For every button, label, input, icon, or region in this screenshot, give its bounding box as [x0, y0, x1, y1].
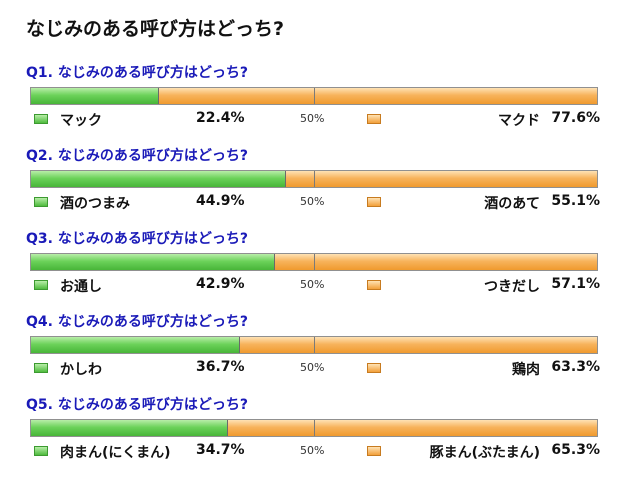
legend-swatch-left — [34, 197, 48, 207]
label-right: つきだし — [484, 279, 540, 295]
stacked-bar — [30, 419, 598, 437]
question-title: Q4. なじみのある呼び方はどっち? — [26, 314, 248, 330]
legend-swatch-right — [367, 363, 381, 373]
bar-segment-left — [31, 420, 229, 436]
label-left: お通し — [60, 279, 102, 295]
bar-segment-left — [31, 88, 159, 104]
midpoint-line — [314, 420, 315, 436]
legend-swatch-right — [367, 114, 381, 124]
stacked-bar — [30, 336, 598, 354]
value-right: 55.1% — [551, 193, 600, 209]
value-left: 34.7% — [196, 442, 245, 458]
legend-swatch-left — [34, 114, 48, 124]
legend-row: マック 22.4% 50% マクド 77.6% — [0, 110, 626, 130]
legend-row: かしわ 36.7% 50% 鶏肉 63.3% — [0, 359, 626, 379]
value-left: 42.9% — [196, 276, 245, 292]
stacked-bar — [30, 87, 598, 105]
legend-swatch-right — [367, 197, 381, 207]
question-title: Q1. なじみのある呼び方はどっち? — [26, 65, 248, 81]
label-left: 肉まん(にくまん) — [60, 445, 171, 461]
question-title: Q3. なじみのある呼び方はどっち? — [26, 231, 248, 247]
label-right: 酒のあて — [484, 196, 540, 212]
label-right: 鶏肉 — [512, 362, 540, 378]
midpoint-label: 50% — [300, 195, 325, 208]
bar-segment-left — [31, 254, 275, 270]
legend-row: お通し 42.9% 50% つきだし 57.1% — [0, 276, 626, 296]
midpoint-label: 50% — [300, 112, 325, 125]
value-right: 77.6% — [551, 110, 600, 126]
midpoint-label: 50% — [300, 361, 325, 374]
bar-segment-left — [31, 171, 287, 187]
label-left: 酒のつまみ — [60, 196, 130, 212]
label-right: マクド — [498, 113, 540, 129]
legend-swatch-right — [367, 446, 381, 456]
legend-swatch-left — [34, 446, 48, 456]
midpoint-line — [314, 254, 315, 270]
legend-swatch-left — [34, 363, 48, 373]
value-right: 65.3% — [551, 442, 600, 458]
value-right: 57.1% — [551, 276, 600, 292]
midpoint-label: 50% — [300, 278, 325, 291]
midpoint-line — [314, 337, 315, 353]
question-title: Q2. なじみのある呼び方はどっち? — [26, 148, 248, 164]
legend-row: 酒のつまみ 44.9% 50% 酒のあて 55.1% — [0, 193, 626, 213]
midpoint-label: 50% — [300, 444, 325, 457]
value-left: 36.7% — [196, 359, 245, 375]
midpoint-line — [314, 88, 315, 104]
value-right: 63.3% — [551, 359, 600, 375]
label-left: かしわ — [60, 362, 102, 378]
legend-row: 肉まん(にくまん) 34.7% 50% 豚まん(ぶたまん) 65.3% — [0, 442, 626, 462]
stacked-bar — [30, 253, 598, 271]
stacked-bar — [30, 170, 598, 188]
bar-segment-left — [31, 337, 240, 353]
label-right: 豚まん(ぶたまん) — [429, 445, 540, 461]
value-left: 44.9% — [196, 193, 245, 209]
legend-swatch-right — [367, 280, 381, 290]
question-title: Q5. なじみのある呼び方はどっち? — [26, 397, 248, 413]
value-left: 22.4% — [196, 110, 245, 126]
legend-swatch-left — [34, 280, 48, 290]
midpoint-line — [314, 171, 315, 187]
page-title: なじみのある呼び方はどっち? — [26, 18, 285, 40]
label-left: マック — [60, 113, 102, 129]
